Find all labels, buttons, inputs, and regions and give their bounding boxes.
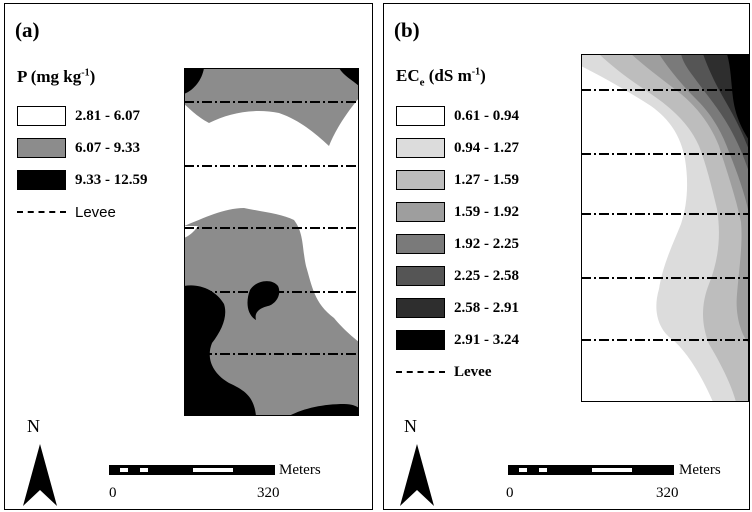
legend-item: 2.25 - 2.58 [396,260,519,292]
levee-line-symbol [396,371,445,373]
map-panel-a: (a) P (mg kg-1) 2.81 - 6.07 6.07 - 9.33 … [4,3,373,510]
legend-range: 2.81 - 6.07 [75,107,140,124]
legend-swatch [396,138,445,158]
legend-item: 0.61 - 0.94 [396,100,519,132]
legend-item: 1.92 - 2.25 [396,228,519,260]
scale-end: 320 [257,485,280,501]
legend-range: 0.61 - 0.94 [454,107,519,124]
legend-range: 6.07 - 9.33 [75,139,140,156]
legend-swatch [396,234,445,254]
north-arrow-icon [23,444,57,506]
scale-bar [109,465,275,475]
legend-title-ece: ECe (dS m-1) [396,66,486,89]
panel-label-a: (a) [15,18,40,42]
levee-line-symbol [17,211,66,213]
legend-item: 2.58 - 2.91 [396,292,519,324]
legend-swatch [17,138,66,158]
levee-lines [184,101,359,355]
legend-swatch [396,202,445,222]
legend-item: 1.59 - 1.92 [396,196,519,228]
legend-swatch [396,266,445,286]
scale-end: 320 [656,485,679,501]
legend-item: 9.33 - 12.59 [17,164,148,196]
panel-label-b: (b) [394,18,420,42]
legend-p: 2.81 - 6.07 6.07 - 9.33 9.33 - 12.59 Lev… [17,100,148,228]
scale-units: Meters [679,462,721,478]
legend-range: 1.59 - 1.92 [454,203,519,220]
legend-item: 2.91 - 3.24 [396,324,519,356]
scale-units: Meters [279,462,321,478]
legend-range: 9.33 - 12.59 [75,171,148,188]
legend-levee-label: Levee [75,203,116,221]
legend-item: 0.94 - 1.27 [396,132,519,164]
legend-swatch [396,298,445,318]
north-arrow-icon [400,444,434,506]
legend-swatch [396,106,445,126]
north-label: N [27,416,40,436]
legend-title-p: P (mg kg-1) [17,67,96,86]
levee-lines [581,89,749,341]
map-panel-b: (b) ECe (dS m-1) 0.61 - 0.94 0.94 - 1.27… [383,3,750,510]
ece-map [581,54,749,402]
legend-item: 2.81 - 6.07 [17,100,148,132]
legend-item: 6.07 - 9.33 [17,132,148,164]
legend-levee-label: Levee [454,363,492,380]
legend-range: 2.25 - 2.58 [454,267,519,284]
legend-range: 2.91 - 3.24 [454,331,519,348]
legend-swatch [396,170,445,190]
legend-range: 1.27 - 1.59 [454,171,519,188]
legend-range: 2.58 - 2.91 [454,299,519,316]
legend-ece: 0.61 - 0.94 0.94 - 1.27 1.27 - 1.59 1.59… [396,100,519,388]
legend-item-levee: Levee [17,196,148,228]
legend-swatch [396,330,445,350]
scale-bar [508,465,674,475]
legend-item-levee: Levee [396,356,519,388]
legend-range: 0.94 - 1.27 [454,139,519,156]
scale-start: 0 [109,485,117,501]
legend-item: 1.27 - 1.59 [396,164,519,196]
north-label: N [404,416,417,436]
legend-range: 1.92 - 2.25 [454,235,519,252]
scale-start: 0 [506,485,514,501]
legend-swatch [17,170,66,190]
phosphorus-map [184,68,359,416]
legend-swatch [17,106,66,126]
